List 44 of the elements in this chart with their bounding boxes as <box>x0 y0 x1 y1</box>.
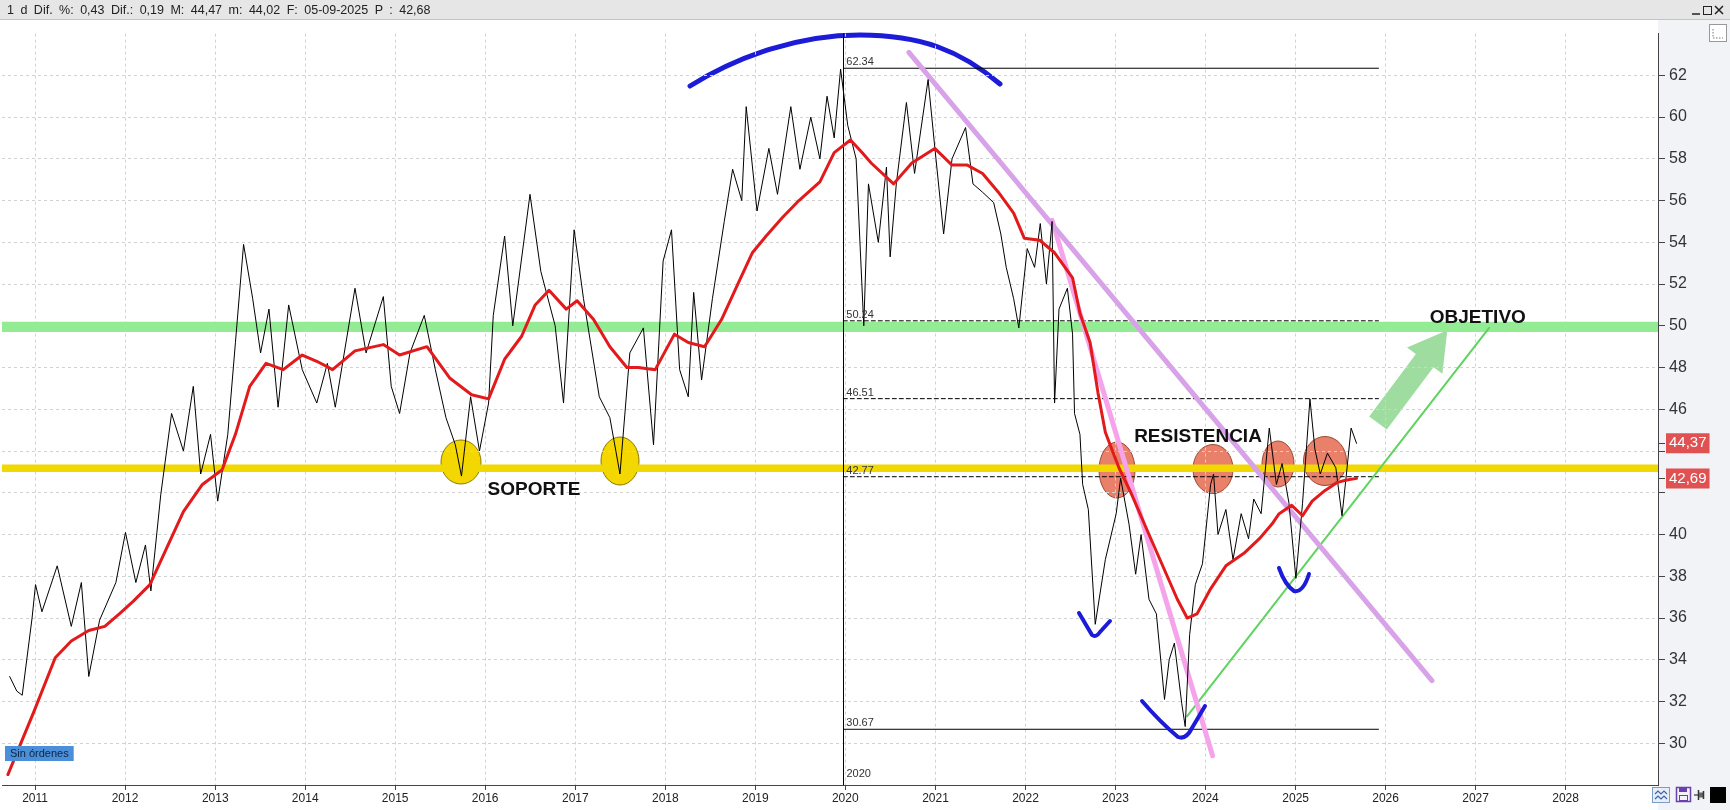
x-tick-label: 2018 <box>651 790 680 805</box>
x-tick-label: 2016 <box>471 790 499 805</box>
annotation: Sin órdenes <box>10 747 70 760</box>
x-tick-label: 2012 <box>111 790 139 805</box>
x-tick-label: 2011 <box>22 790 49 805</box>
x-tick-label: 2025 <box>1282 790 1310 805</box>
y-tick-label: 42,69 <box>1669 468 1707 486</box>
data-label: 30.67 <box>846 716 874 729</box>
annotation: RESISTENCIA <box>1134 425 1263 447</box>
x-tick-label: 2014 <box>291 790 319 805</box>
y-tick-label: 54 <box>1669 232 1687 250</box>
chart-title: 1 d Dif. %: 0,43 Dif.: 0,19 M: 44,47 m: 44,02 F: 05-09-2025 P : 42,68 <box>7 3 431 17</box>
y-tick-label: 30 <box>1669 733 1687 751</box>
y-tick-label: 52 <box>1669 274 1687 292</box>
y-tick-label: 48 <box>1669 357 1687 375</box>
x-tick-label: 2027 <box>1462 790 1490 805</box>
y-tick-label: 62 <box>1669 65 1687 83</box>
ref-line-label: 2020 <box>846 767 871 779</box>
y-tick-label: 34 <box>1669 650 1687 668</box>
x-tick-label: 2028 <box>1552 790 1580 805</box>
y-tick-label: 36 <box>1669 608 1687 626</box>
annotation: SOPORTE <box>487 478 581 500</box>
y-tick-label: 32 <box>1669 691 1687 709</box>
x-tick-label: 2026 <box>1372 790 1400 805</box>
data-label: 62.34 <box>846 55 874 68</box>
x-tick-label: 2017 <box>562 790 590 805</box>
y-tick-label: 40 <box>1669 524 1687 542</box>
y-tick-label: 58 <box>1669 149 1687 167</box>
x-tick-label: 2022 <box>1012 790 1040 805</box>
annotation: OBJETIVO <box>1429 305 1526 327</box>
y-tick-label: 50 <box>1669 316 1687 334</box>
y-tick-label: 56 <box>1669 190 1687 208</box>
y-tick-label: 60 <box>1669 107 1687 125</box>
x-tick-label: 2024 <box>1192 790 1220 805</box>
x-tick-label: 2019 <box>741 790 769 805</box>
x-tick-label: 2015 <box>381 790 409 805</box>
data-label: 46.51 <box>846 385 874 398</box>
y-tick-label: 46 <box>1669 399 1687 417</box>
x-tick-label: 2023 <box>1102 790 1130 805</box>
y-tick-label: 38 <box>1669 566 1687 584</box>
x-tick-label: 2020 <box>831 790 859 805</box>
x-tick-label: 2013 <box>201 790 229 805</box>
y-tick-label: 44,37 <box>1669 433 1707 451</box>
x-tick-label: 2021 <box>922 790 950 805</box>
